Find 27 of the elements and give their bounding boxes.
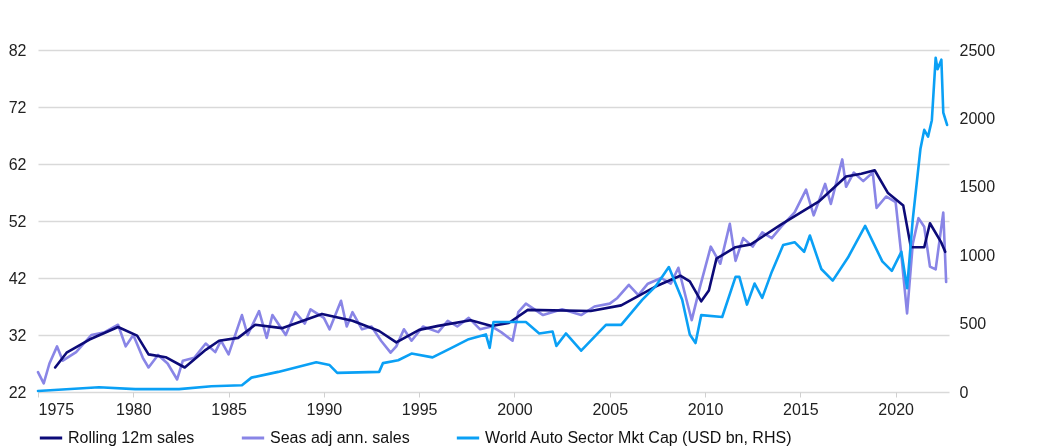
line-series (36, 56, 949, 393)
y2-tick-label: 2500 (959, 41, 996, 59)
x-tick-label: 2000 (497, 400, 533, 418)
legend-label: World Auto Sector Mkt Cap (USD bn, RHS) (485, 429, 792, 446)
y2-tick-label: 500 (959, 315, 987, 333)
y-tick-label: 72 (8, 98, 27, 116)
x-tick-label: 2005 (592, 400, 629, 418)
y-tick-label: 62 (8, 155, 27, 173)
y2-tick-label: 1500 (959, 178, 996, 196)
x-tick-label: 2015 (783, 400, 819, 418)
legend-label: Rolling 12m sales (68, 429, 195, 446)
y-tick-label: 32 (8, 326, 27, 344)
x-tick-label: 2010 (687, 400, 724, 418)
legend-label: Seas adj ann. sales (270, 429, 410, 446)
x-tick-label: 1995 (401, 400, 438, 418)
y-tick-label: 52 (8, 212, 27, 230)
y2-tick-label: 2000 (959, 109, 996, 127)
x-tick-label: 1975 (38, 400, 75, 418)
y2-tick-label: 0 (959, 383, 969, 401)
y-tick-label: 42 (8, 269, 27, 287)
x-tick-label: 1980 (116, 400, 152, 418)
x-tick-label: 2020 (878, 400, 915, 418)
y-tick-label: 22 (8, 383, 27, 401)
y2-tick-label: 1000 (959, 246, 996, 264)
x-tick-label: 1985 (211, 400, 247, 418)
y-tick-label: 82 (8, 41, 27, 59)
x-tick-label: 1990 (306, 400, 343, 418)
